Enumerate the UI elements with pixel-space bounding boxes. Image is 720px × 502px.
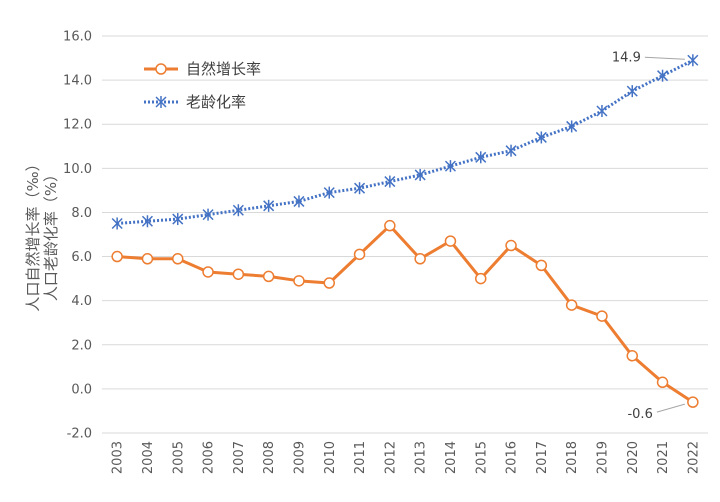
data-point (475, 151, 487, 164)
data-point (293, 275, 305, 287)
data-point (444, 160, 456, 173)
data-point (172, 213, 184, 226)
x-tick-label: 2003 (111, 441, 126, 474)
data-point (262, 270, 275, 283)
x-tick-label: 2013 (414, 441, 429, 474)
x-tick-label: 2019 (595, 441, 610, 474)
series-layer (111, 54, 699, 408)
data-point (505, 144, 517, 157)
data-point (232, 204, 244, 217)
legend-item-natural-growth: 自然增长率 (144, 60, 261, 78)
series-natural-growth (111, 219, 699, 408)
x-tick-label: 2017 (535, 441, 550, 474)
x-tick-label: 2009 (292, 441, 307, 474)
x-tick-label: 2020 (626, 441, 641, 474)
y-tick-label: 4.0 (71, 294, 92, 309)
data-point (111, 217, 123, 230)
data-point (414, 168, 426, 181)
data-point (353, 248, 366, 261)
annotation-label: 14.9 (612, 50, 641, 65)
x-tick-label: 2010 (323, 441, 338, 474)
data-point (687, 396, 699, 408)
data-point (657, 69, 669, 82)
data-point (141, 253, 154, 265)
x-tick-label: 2022 (686, 441, 701, 474)
data-point (354, 182, 366, 195)
x-tick-label: 2007 (232, 441, 247, 474)
data-point (323, 277, 335, 289)
y-tick-label: 6.0 (71, 250, 92, 265)
x-tick-label: 2015 (474, 441, 489, 474)
data-point (323, 186, 335, 199)
y-tick-label: 14.0 (63, 74, 92, 89)
data-point (596, 310, 608, 322)
x-tick-label: 2005 (171, 441, 186, 474)
data-point (626, 85, 638, 98)
annotations: 14.9 -0.6 (612, 50, 685, 422)
data-point (384, 219, 396, 232)
x-tick-label: 2008 (262, 441, 277, 474)
data-point (656, 376, 669, 389)
x-tick-label: 2016 (505, 441, 520, 474)
legend-marker-asterisk-icon (155, 96, 167, 108)
data-point (535, 259, 548, 272)
y-tick-label: -2.0 (67, 427, 92, 442)
data-point (293, 195, 305, 208)
data-point (475, 272, 487, 285)
y-tick-label: 16.0 (63, 30, 92, 45)
data-point (172, 253, 184, 265)
legend-label-aging: 老龄化率 (186, 93, 246, 111)
y-tick-label: 12.0 (63, 118, 92, 133)
annotation-leader (644, 56, 685, 60)
data-point (626, 350, 638, 362)
series-aging (111, 54, 699, 230)
data-point (384, 175, 396, 188)
y-tick-label: 2.0 (71, 338, 92, 353)
legend-item-aging: 老龄化率 (144, 93, 246, 111)
annotation-label: -0.6 (627, 407, 652, 422)
x-tick-label: 2004 (141, 441, 156, 474)
legend-marker-circle-icon (155, 63, 167, 75)
data-point (232, 268, 245, 280)
data-point (263, 199, 275, 212)
y-axis-title-line-2: 人口老龄化率（%） (42, 167, 60, 301)
data-point (202, 208, 214, 221)
data-point (566, 120, 578, 133)
x-tick-label: 2011 (353, 441, 368, 474)
data-point (565, 299, 578, 311)
data-point (444, 235, 457, 247)
y-tick-label: 8.0 (71, 206, 92, 221)
data-point (535, 131, 547, 144)
legend-label-natural-growth: 自然增长率 (186, 60, 261, 78)
x-tick-label: 2014 (444, 441, 459, 474)
data-point (202, 266, 214, 278)
y-axis-title-line-1: 人口自然增长率（‰） (24, 156, 42, 311)
y-axis-title: 人口自然增长率（‰） 人口老龄化率（%） (24, 156, 60, 311)
data-point (596, 104, 608, 117)
series-line (117, 58, 694, 225)
data-point (414, 253, 426, 265)
data-point (141, 215, 153, 228)
y-axis-ticks: -2.0 0.0 2.0 4.0 6.0 8.0 10.0 12.0 14.0 16.0 (63, 30, 92, 442)
x-tick-label: 2012 (383, 441, 398, 474)
x-tick-label: 2018 (565, 441, 580, 474)
y-tick-label: 0.0 (71, 382, 92, 397)
annotation-leader (656, 403, 685, 413)
data-point (687, 54, 699, 67)
gridlines (102, 35, 708, 434)
x-axis-ticks: 2003 2004 2005 2006 2007 2008 2009 2010 2011 2012… (111, 441, 702, 474)
x-tick-label: 2006 (202, 441, 217, 474)
data-point (111, 250, 123, 263)
legend: 自然增长率 老龄化率 (144, 60, 261, 111)
data-point (505, 239, 517, 252)
y-tick-label: 10.0 (63, 162, 92, 177)
x-tick-label: 2021 (656, 441, 671, 474)
